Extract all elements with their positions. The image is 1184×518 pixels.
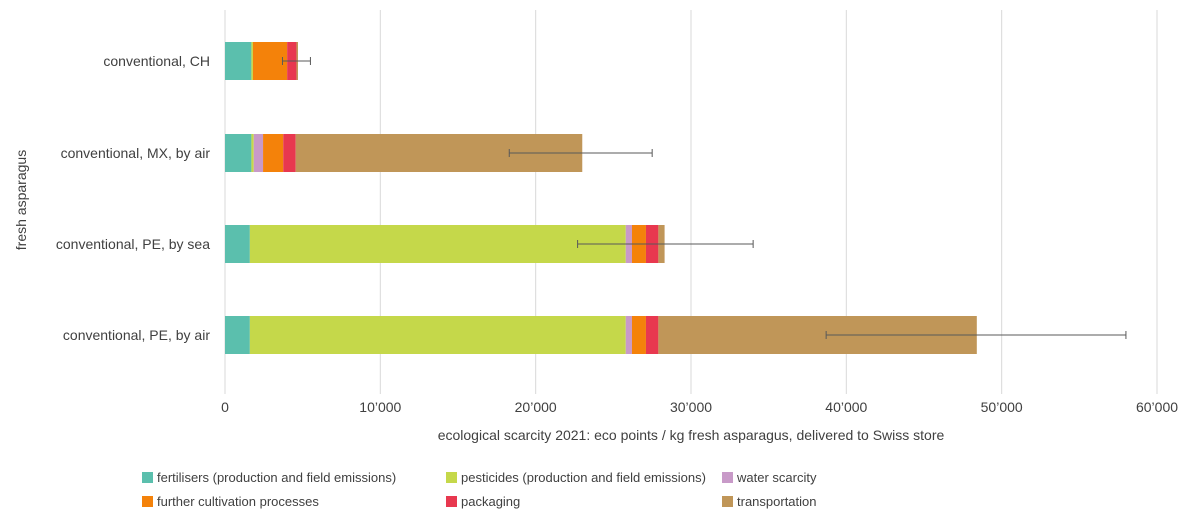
- legend-label: water scarcity: [737, 470, 817, 485]
- legend-swatch: [722, 496, 733, 507]
- category-label: conventional, PE, by air: [63, 327, 210, 343]
- legend: fertilisers (production and field emissi…: [142, 470, 1142, 516]
- legend-label: transportation: [737, 494, 817, 509]
- category-label: conventional, PE, by sea: [56, 236, 210, 252]
- bar-segment: [225, 316, 250, 354]
- x-tick-label: 40’000: [825, 399, 867, 415]
- bar-segment: [253, 134, 264, 172]
- error-bars: [281, 57, 1127, 339]
- chart: conventional, CH conventional, MX, by air…: [13, 10, 1178, 443]
- x-tick-label: 20’000: [515, 399, 557, 415]
- bar-segment: [252, 42, 288, 80]
- bar-segment: [251, 134, 254, 172]
- category-label: conventional, MX, by air: [61, 145, 211, 161]
- bar-segment: [631, 316, 646, 354]
- bar-segment: [225, 134, 252, 172]
- bar-segment: [251, 42, 253, 80]
- legend-swatch: [142, 472, 153, 483]
- legend-item: transportation: [722, 494, 817, 509]
- legend-item: pesticides (production and field emissio…: [446, 470, 706, 485]
- legend-item: packaging: [446, 494, 520, 509]
- gridlines: [224, 10, 1158, 394]
- legend-label: fertilisers (production and field emissi…: [157, 470, 397, 485]
- x-tick-label: 50’000: [981, 399, 1023, 415]
- bars: [225, 42, 977, 354]
- x-tick-label: 30’000: [670, 399, 712, 415]
- bar-segment: [225, 42, 252, 80]
- x-axis-title: ecological scarcity 2021: eco points / k…: [438, 427, 945, 443]
- category-labels: conventional, CH conventional, MX, by air…: [56, 53, 210, 343]
- x-tick-label: 60’000: [1136, 399, 1178, 415]
- legend-label: further cultivation processes: [157, 494, 319, 509]
- category-label: conventional, CH: [103, 53, 210, 69]
- bar-segment: [249, 225, 626, 263]
- legend-label: packaging: [461, 494, 521, 509]
- legend-swatch: [142, 496, 153, 507]
- x-tick-label: 10’000: [359, 399, 401, 415]
- legend-label: pesticides (production and field emissio…: [461, 470, 706, 485]
- legend-swatch: [446, 496, 457, 507]
- x-tick-label: 0: [221, 399, 229, 415]
- legend-swatch: [722, 472, 733, 483]
- y-axis-title: fresh asparagus: [13, 150, 29, 250]
- x-tick-labels: 0 10’000 20’000 30’000 40’000 50’000 60’000: [221, 399, 1178, 415]
- bar-segment: [625, 316, 632, 354]
- legend-swatch: [446, 472, 457, 483]
- bar-segment: [225, 225, 250, 263]
- bar-segment: [249, 316, 626, 354]
- bar-segment: [263, 134, 284, 172]
- legend-item: fertilisers (production and field emissi…: [142, 470, 396, 485]
- legend-item: further cultivation processes: [142, 494, 319, 509]
- legend-item: water scarcity: [722, 470, 816, 485]
- bar-segment: [283, 134, 296, 172]
- bar-segment: [645, 316, 659, 354]
